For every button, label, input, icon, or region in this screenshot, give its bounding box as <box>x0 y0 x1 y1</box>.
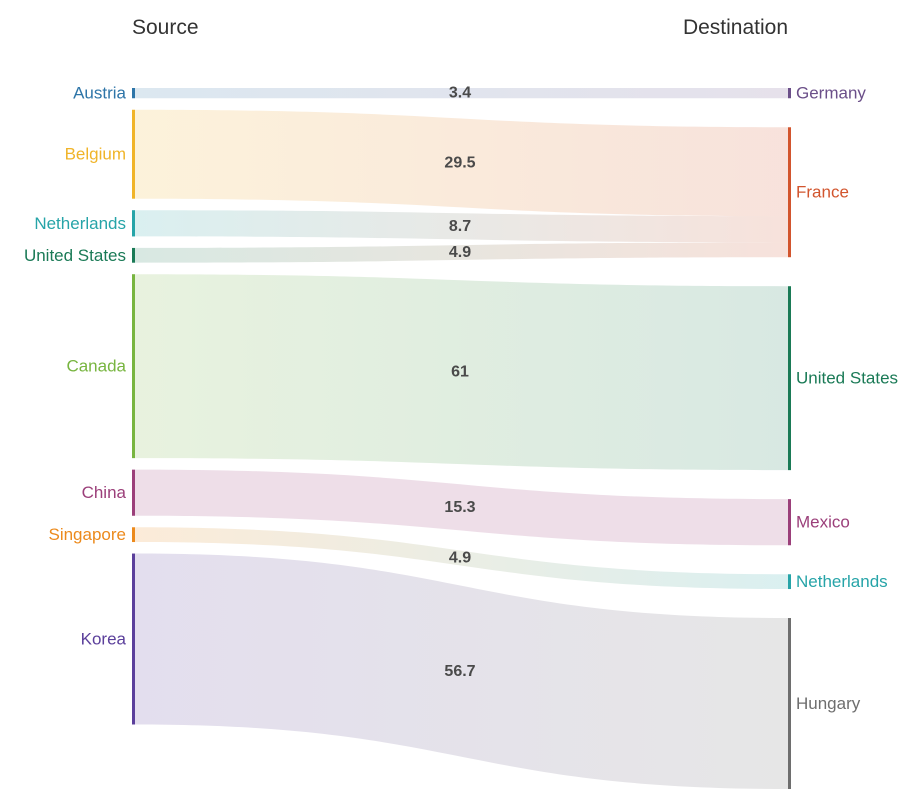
flow-value-label: 61 <box>451 364 469 381</box>
destination-label-mexico: Mexico <box>796 513 850 532</box>
destination-label-netherlands: Netherlands <box>796 572 888 591</box>
labels-layer: 3.4 29.5 8.7 4.9 61 15.3 4.9 56.7 Austria Belgium… <box>24 84 898 713</box>
destination-label-france: France <box>796 183 849 202</box>
flow-value-label: 3.4 <box>449 85 471 102</box>
destination-node-france[interactable] <box>788 127 791 258</box>
destination-node-mexico[interactable] <box>788 499 791 546</box>
flow-belgium-to-france[interactable] <box>135 109 788 217</box>
destination-node-hungary[interactable] <box>788 618 791 789</box>
source-label-netherlands: Netherlands <box>34 214 126 233</box>
source-header: Source <box>132 16 199 39</box>
flow-value-label: 4.9 <box>449 550 471 567</box>
source-node-netherlands[interactable] <box>132 210 135 237</box>
flow-korea-to-hungary[interactable] <box>135 553 788 789</box>
flow-value-label: 29.5 <box>444 154 475 171</box>
source-node-belgium[interactable] <box>132 109 135 199</box>
destination-label-united-states: United States <box>796 369 898 388</box>
destination-node-germany[interactable] <box>788 88 791 99</box>
source-label-singapore: Singapore <box>48 525 126 544</box>
source-label-united-states: United States <box>24 246 126 265</box>
source-node-united-states[interactable] <box>132 247 135 263</box>
source-label-canada: Canada <box>66 357 126 376</box>
flow-value-label: 15.3 <box>444 499 475 516</box>
flow-canada-to-united-states[interactable] <box>135 274 788 471</box>
flow-united-states-to-france[interactable] <box>135 242 788 263</box>
source-node-canada[interactable] <box>132 274 135 459</box>
destination-label-germany: Germany <box>796 84 866 103</box>
flow-value-label: 8.7 <box>449 218 471 235</box>
source-node-china[interactable] <box>132 469 135 516</box>
flow-value-label: 56.7 <box>444 663 475 680</box>
flow-singapore-to-netherlands[interactable] <box>135 527 788 590</box>
nodes-layer <box>132 88 791 789</box>
destination-node-netherlands[interactable] <box>788 574 791 590</box>
source-node-singapore[interactable] <box>132 527 135 543</box>
source-node-korea[interactable] <box>132 553 135 725</box>
destination-node-united-states[interactable] <box>788 286 791 471</box>
destination-header: Destination <box>683 16 788 39</box>
links-layer <box>135 88 788 789</box>
source-label-china: China <box>82 483 127 502</box>
flow-austria-to-germany[interactable] <box>135 88 788 99</box>
flow-netherlands-to-france[interactable] <box>135 210 788 243</box>
source-label-korea: Korea <box>81 630 127 649</box>
destination-label-hungary: Hungary <box>796 694 861 713</box>
source-label-belgium: Belgium <box>65 145 126 164</box>
flow-china-to-mexico[interactable] <box>135 469 788 546</box>
source-node-austria[interactable] <box>132 88 135 99</box>
flow-value-label: 4.9 <box>449 244 471 261</box>
source-label-austria: Austria <box>73 84 126 103</box>
